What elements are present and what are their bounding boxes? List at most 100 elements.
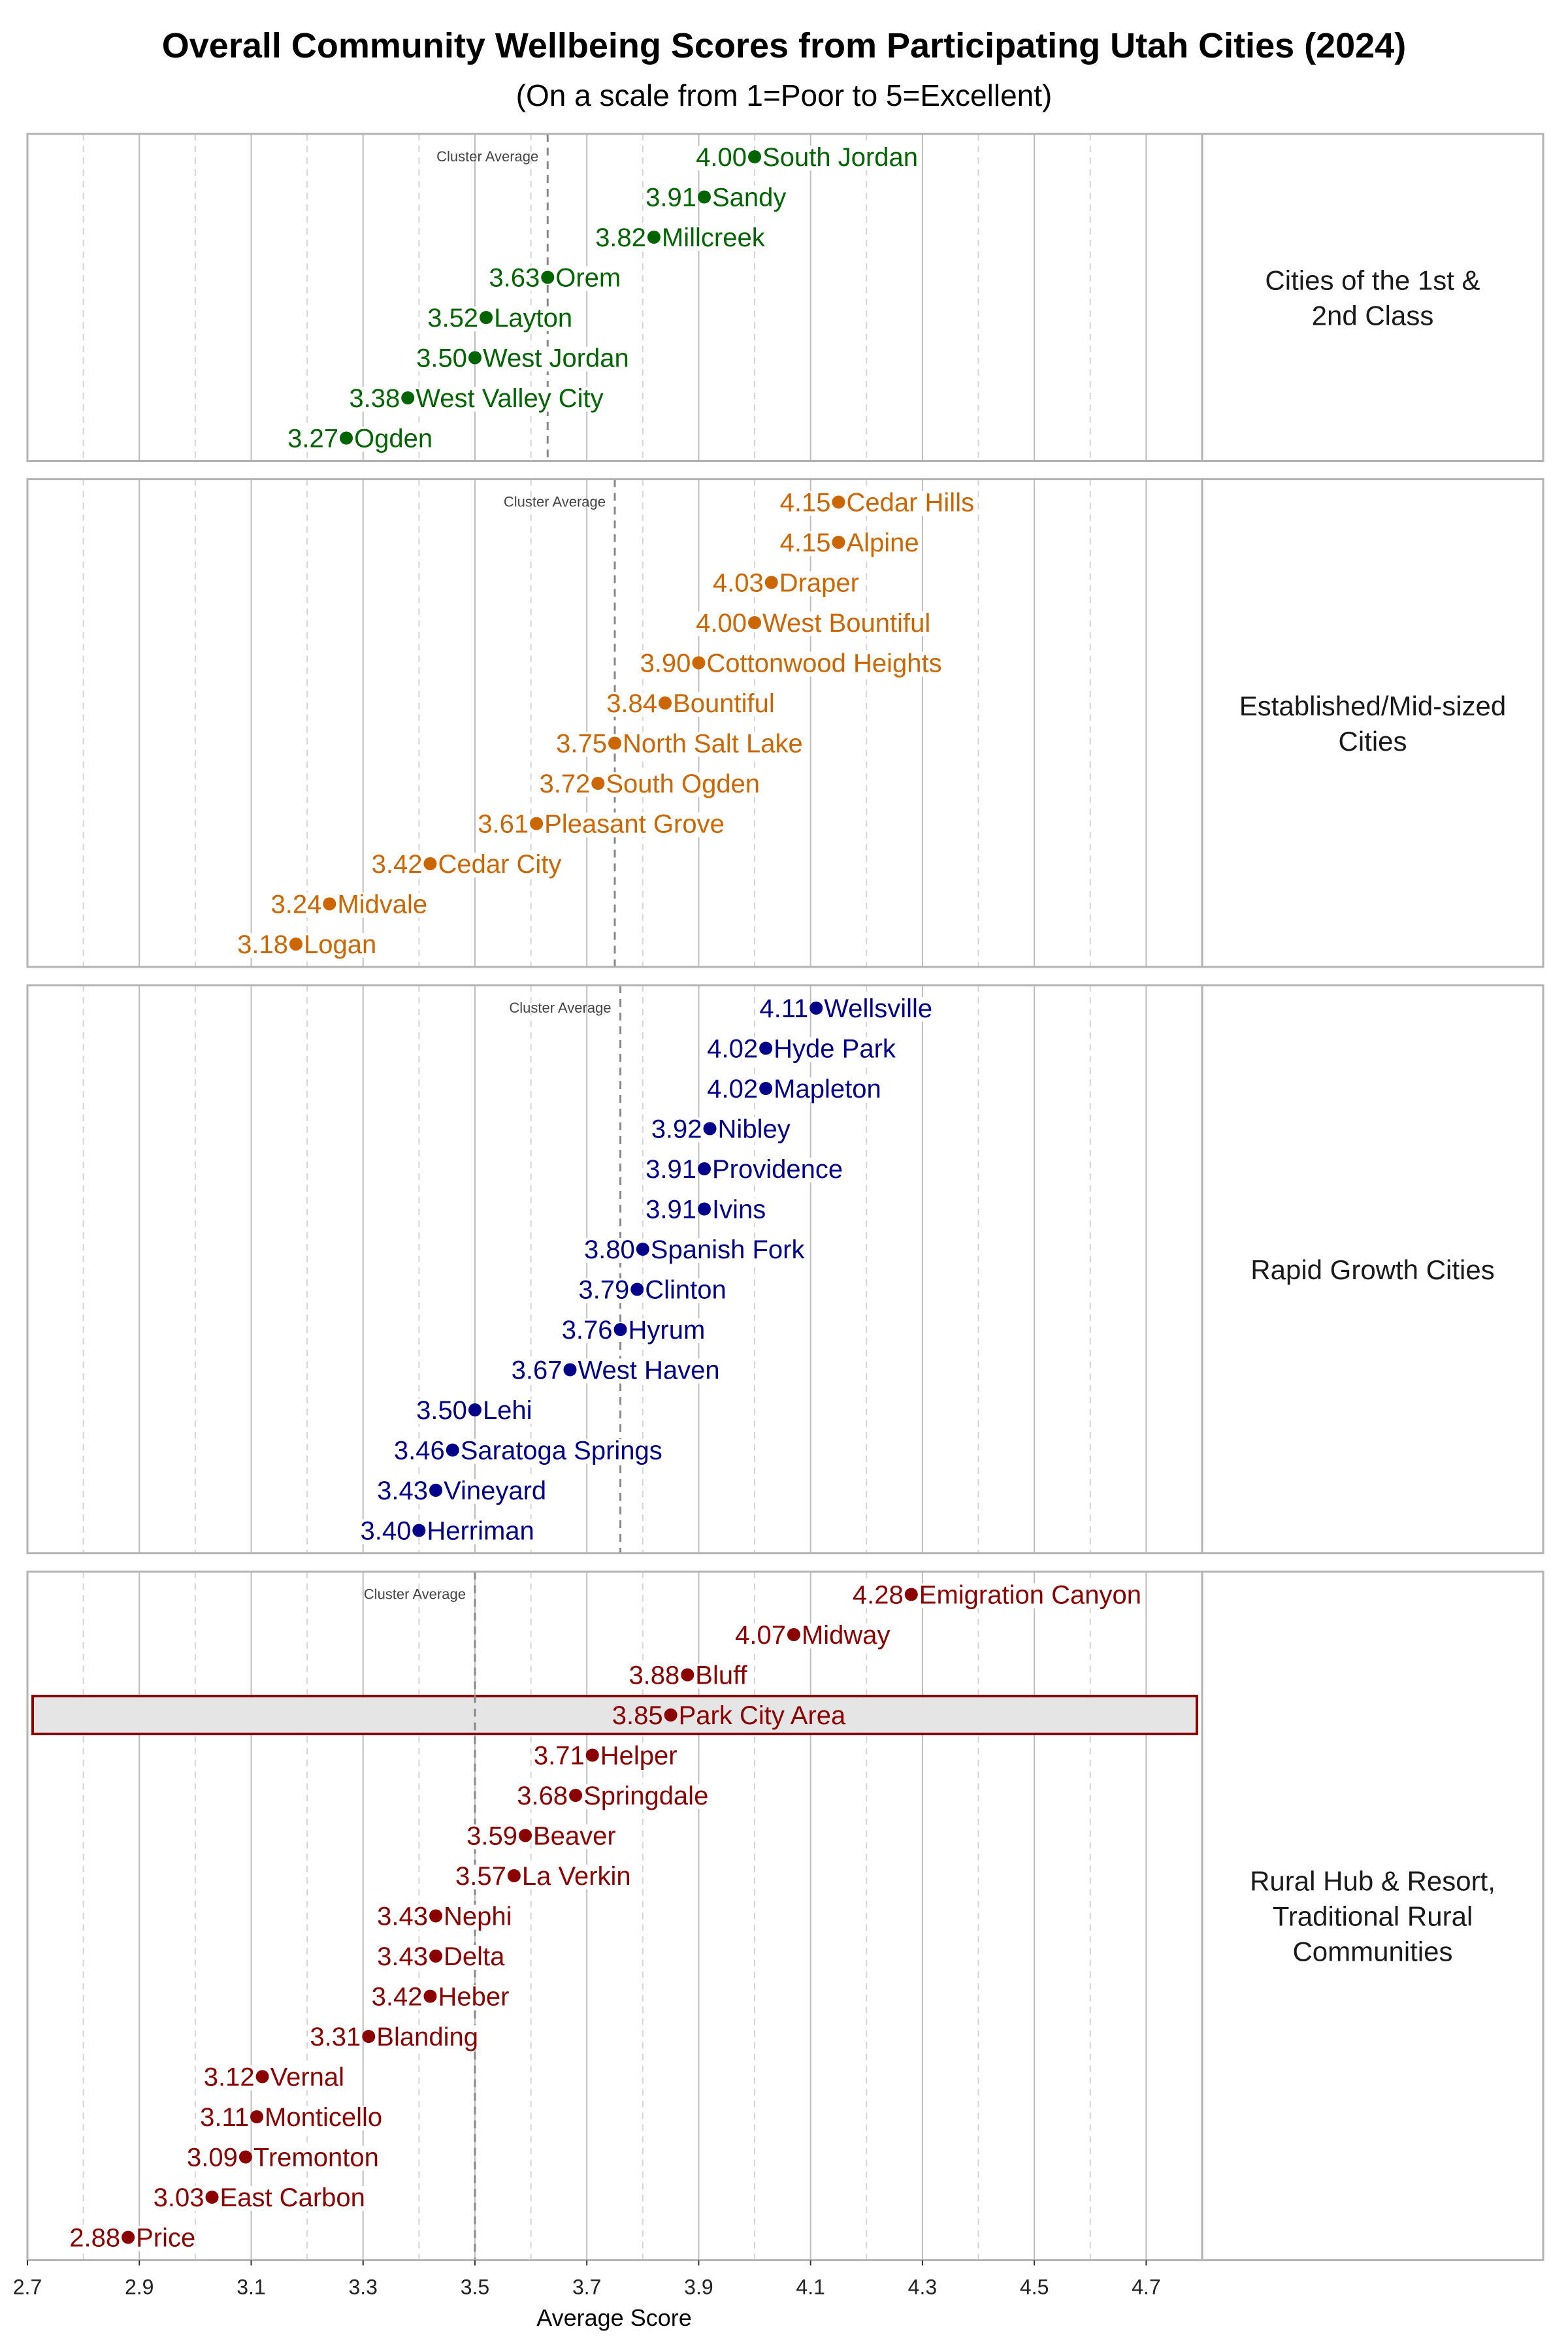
label-background xyxy=(438,853,562,877)
value-label: 3.59 xyxy=(466,1822,517,1851)
x-tick-label: 3.1 xyxy=(237,2276,265,2299)
label-background xyxy=(779,571,859,596)
city-label: West Valley City xyxy=(416,384,603,413)
value-label: 4.00 xyxy=(696,609,747,638)
label-background xyxy=(416,387,604,412)
value-label: 3.63 xyxy=(489,264,540,293)
label-background xyxy=(494,306,573,331)
city-label: Beaver xyxy=(533,1822,616,1851)
label-background xyxy=(735,1624,786,1648)
label-background xyxy=(762,146,919,171)
value-label: 3.43 xyxy=(377,1903,428,1931)
cluster-average-label: Cluster Average xyxy=(504,494,606,510)
label-background xyxy=(444,1904,512,1930)
label-background xyxy=(695,1663,748,1689)
label-background xyxy=(533,1824,616,1850)
panel: Cluster Average 4.15 Cedar Hills 4.15 Alpine… xyxy=(26,478,1544,968)
label-background xyxy=(606,772,760,797)
value-label: 3.71 xyxy=(534,1742,585,1771)
city-label: Lehi xyxy=(483,1396,532,1425)
city-label: South Ogden xyxy=(606,770,760,798)
facet-label: Cities of the 1st & xyxy=(1265,265,1480,295)
city-label: Nibley xyxy=(718,1115,791,1144)
value-label: 3.38 xyxy=(349,384,400,413)
data-point xyxy=(289,938,302,951)
city-label: Hyrum xyxy=(629,1316,706,1345)
value-label: 3.27 xyxy=(287,425,338,453)
city-label: Midvale xyxy=(337,890,427,919)
value-label: 3.11 xyxy=(200,2103,249,2132)
city-label: Monticello xyxy=(265,2103,382,2132)
value-label: 2.88 xyxy=(69,2224,120,2253)
city-label: Providence xyxy=(712,1155,843,1184)
data-point xyxy=(205,2191,219,2204)
facet-label: Rapid Growth Cities xyxy=(1250,1254,1494,1285)
value-label: 4.02 xyxy=(707,1035,758,1064)
x-tick-label: 3.9 xyxy=(684,2276,713,2299)
label-background xyxy=(707,1037,759,1062)
label-background xyxy=(539,772,591,797)
city-label: West Jordan xyxy=(483,344,629,373)
value-label: 4.28 xyxy=(853,1581,904,1610)
label-background xyxy=(427,306,479,331)
label-background xyxy=(762,612,931,636)
data-point xyxy=(904,1588,918,1601)
highlight-box xyxy=(31,1695,1198,1735)
label-background xyxy=(371,1985,423,2010)
data-point xyxy=(613,1323,627,1336)
city-label: Wellsville xyxy=(824,994,932,1023)
data-point xyxy=(787,1628,800,1641)
panel-background xyxy=(27,985,1202,1554)
value-label: 3.46 xyxy=(394,1437,445,1465)
x-axis-label: Average Score xyxy=(536,2304,691,2331)
data-point xyxy=(630,1282,644,1296)
data-point xyxy=(664,1708,678,1722)
data-point xyxy=(809,1002,823,1015)
facet-strip xyxy=(1201,133,1544,462)
label-background xyxy=(824,997,933,1022)
value-label: 3.03 xyxy=(154,2183,204,2212)
city-label: Spanish Fork xyxy=(651,1235,806,1264)
label-background xyxy=(852,1583,904,1609)
value-label: 3.09 xyxy=(187,2144,238,2172)
x-tick-label: 4.1 xyxy=(796,2276,825,2299)
cluster-average-label: Cluster Average xyxy=(364,1586,466,1603)
data-point xyxy=(323,897,336,911)
city-label: West Haven xyxy=(578,1356,720,1385)
label-background xyxy=(153,2186,204,2211)
label-background xyxy=(220,2186,365,2211)
label-background xyxy=(706,651,942,677)
label-background xyxy=(187,2146,238,2171)
label-background xyxy=(673,692,775,717)
label-background xyxy=(645,186,696,211)
city-label: Logan xyxy=(304,930,376,959)
label-background xyxy=(640,651,691,677)
value-label: 3.43 xyxy=(377,1942,428,1971)
label-background xyxy=(237,933,288,958)
label-background xyxy=(416,1399,467,1424)
data-point xyxy=(541,270,555,284)
data-point xyxy=(832,536,845,549)
city-label: Hyde Park xyxy=(774,1035,896,1064)
value-label: 3.61 xyxy=(478,810,529,839)
city-label: Layton xyxy=(494,304,572,333)
label-background xyxy=(696,146,747,171)
value-label: 3.80 xyxy=(584,1235,635,1264)
data-point xyxy=(647,231,661,244)
label-background xyxy=(287,427,339,452)
value-label: 4.11 xyxy=(759,994,808,1023)
panel: Cluster Average 4.00 South Jordan 3.91 Sandy… xyxy=(26,133,1544,462)
label-background xyxy=(623,732,803,757)
facet-label: Rural Hub & Resort, xyxy=(1250,1866,1495,1897)
data-point xyxy=(759,1082,773,1095)
city-label: Saratoga Springs xyxy=(461,1437,662,1465)
city-label: Ivins xyxy=(712,1196,766,1224)
label-background xyxy=(489,266,540,291)
value-label: 3.43 xyxy=(377,1477,428,1505)
facet-label: Communities xyxy=(1292,1936,1452,1967)
data-point xyxy=(250,2110,264,2123)
panel-background xyxy=(27,134,1202,461)
city-label: Emigration Canyon xyxy=(919,1581,1141,1610)
value-label: 3.12 xyxy=(204,2063,255,2092)
